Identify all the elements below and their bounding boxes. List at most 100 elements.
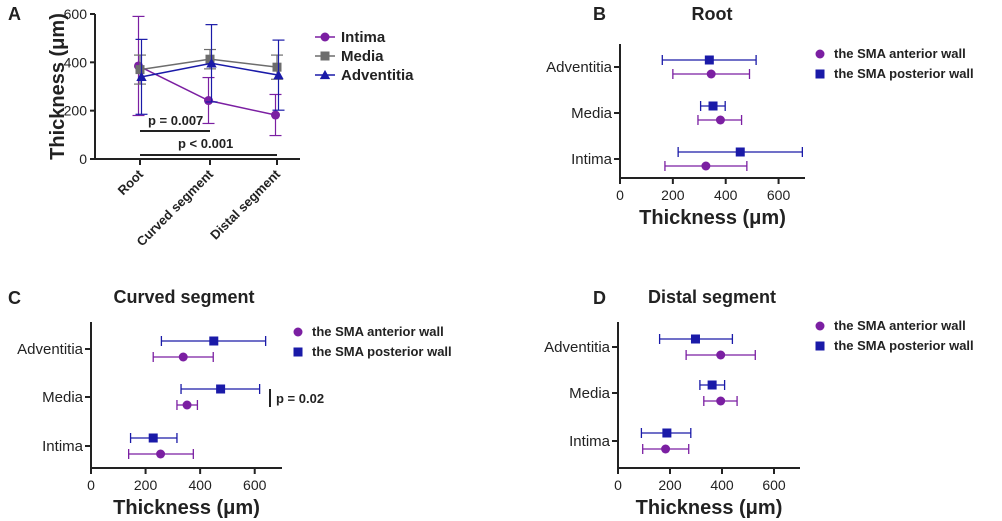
significance-label: p = 0.007 [148,113,203,128]
chart-title: Distal segment [648,287,776,307]
legend-label: the SMA anterior wall [312,324,444,339]
data-point [148,433,158,443]
significance-label: p = 0.02 [276,391,324,406]
x-tick-label: 200 [661,187,685,203]
x-tick-label: 600 [243,477,267,493]
data-point [135,65,145,75]
data-point [716,350,726,360]
legend-label: the SMA anterior wall [834,46,966,61]
y-category-label: Adventitia [544,339,611,356]
data-point [716,396,726,406]
legend-c: the SMA anterior wall the SMA posterior w… [293,324,452,359]
y-axis-label: Thickness (μm) [47,13,69,160]
data-point [182,400,192,410]
x-axis-label: Thickness (μm) [636,497,783,519]
x-tick-label: 200 [658,477,682,493]
legend-label: the SMA anterior wall [834,318,966,333]
series-anterior-wall [128,352,214,459]
data-point [706,69,716,79]
legend-label: Adventitia [341,67,414,84]
panel-letter-d: D [593,288,606,308]
data-point [735,147,745,157]
y-category-label: Intima [569,433,611,450]
y-tick-label: 400 [64,54,88,70]
data-point [271,110,280,120]
x-tick-label: 0 [614,477,622,493]
legend-label: Intima [341,29,386,46]
x-tick-label: 400 [188,477,212,493]
panel-c: C Curved segment 0 200 400 600 Thickness (μm) A… [8,287,452,519]
x-tick-label: 200 [134,477,158,493]
panel-letter-a: A [8,4,21,24]
data-point [704,55,714,65]
legend-label: the SMA posterior wall [312,344,452,359]
y-category-label: Adventitia [17,341,84,358]
legend-marker [320,51,330,61]
series-anterior-wall [664,69,751,171]
y-category-label: Intima [571,151,613,168]
data-point [708,101,718,111]
legend-b: the SMA anterior wall the SMA posterior w… [815,46,974,81]
data-point [136,71,147,81]
y-tick-label: 200 [64,103,88,119]
legend-label: Media [341,48,384,65]
data-point [205,54,215,64]
y-category-label: Media [571,105,613,122]
data-point [661,444,671,454]
legend-a: Intima Media Adventitia [315,29,414,84]
legend-marker [319,69,331,80]
series-posterior-wall [640,334,734,438]
data-point [701,161,711,171]
legend-marker [293,347,303,357]
x-tick-label: 400 [714,187,738,203]
x-tick-label: 0 [616,187,624,203]
data-point [216,384,226,394]
data-point [204,96,213,106]
legend-label: the SMA posterior wall [834,66,974,81]
x-category-label: Curved segment [133,166,216,249]
data-point [273,69,284,80]
x-axis-label: Thickness (μm) [639,207,786,229]
series-anterior-wall [642,350,756,454]
data-point [662,428,672,438]
significance-label: p < 0.001 [178,136,233,151]
series-media [134,48,283,85]
data-point [178,352,188,362]
data-point [206,58,217,68]
panel-d: D Distal segment 0 200 400 600 Thickness (μm) A… [544,287,974,519]
y-category-label: Intima [42,438,84,455]
x-tick-label: 600 [762,477,786,493]
series-posterior-wall [129,336,267,443]
y-category-label: Media [569,385,611,402]
panel-b: B Root 0 200 400 600 Thickness (μm) Adventitia M… [546,4,974,229]
x-category-label: Root [115,166,147,198]
panel-letter-c: C [8,288,21,308]
data-point [272,62,282,72]
legend-marker [815,341,825,351]
y-category-label: Media [42,389,84,406]
series-adventitia [135,24,285,115]
chart-title: Curved segment [113,287,254,307]
data-point [715,115,725,125]
series-posterior-wall [661,55,804,157]
data-point [707,380,717,390]
data-point [209,336,219,346]
y-tick-label: 0 [79,151,87,167]
data-point [156,449,166,459]
x-axis-label: Thickness (μm) [113,497,260,519]
y-tick-label: 600 [64,6,88,22]
chart-title: Root [692,4,733,24]
legend-marker [293,327,303,337]
legend-d: the SMA anterior wall the SMA posterior w… [815,318,974,353]
legend-label: the SMA posterior wall [834,338,974,353]
panel-letter-b: B [593,4,606,24]
legend-marker [815,321,825,331]
x-category-label: Distal segment [207,166,283,242]
x-tick-label: 400 [710,477,734,493]
legend-marker [815,69,825,79]
x-tick-label: 0 [87,477,95,493]
legend-marker [320,32,330,42]
x-tick-label: 600 [767,187,791,203]
